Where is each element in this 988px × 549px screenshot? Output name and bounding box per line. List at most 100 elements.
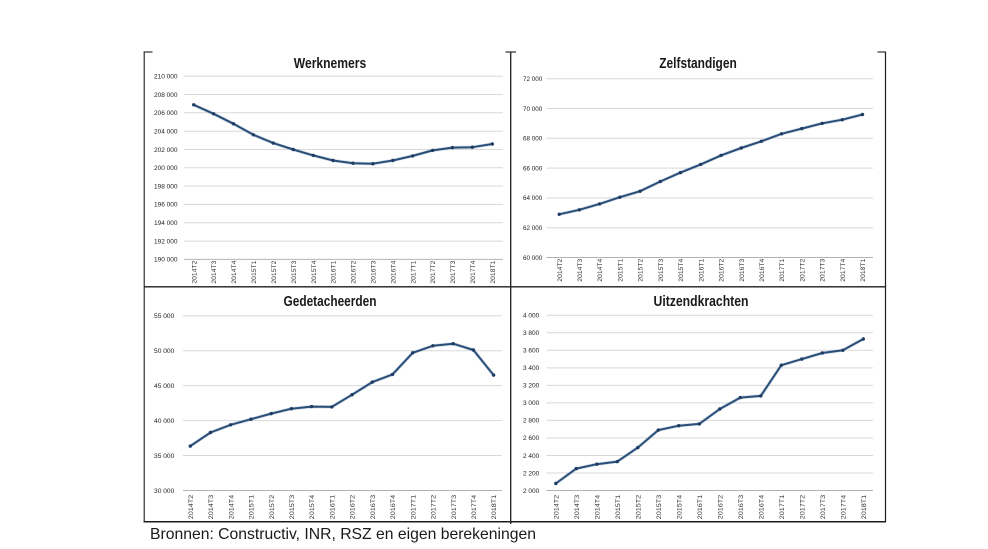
- svg-text:64 000: 64 000: [523, 195, 542, 202]
- svg-text:2016T4: 2016T4: [390, 260, 397, 283]
- svg-text:2017T2: 2017T2: [430, 260, 437, 283]
- svg-text:68 000: 68 000: [523, 136, 542, 143]
- svg-text:2014T3: 2014T3: [211, 260, 218, 283]
- svg-text:2015T4: 2015T4: [676, 494, 683, 519]
- svg-text:2015T3: 2015T3: [658, 258, 665, 281]
- svg-text:2015T2: 2015T2: [635, 494, 642, 519]
- svg-text:2018T1: 2018T1: [491, 494, 498, 519]
- svg-text:2014T3: 2014T3: [577, 258, 584, 281]
- svg-text:2016T4: 2016T4: [390, 494, 397, 519]
- svg-text:2017T3: 2017T3: [451, 494, 458, 519]
- svg-text:2017T3: 2017T3: [450, 260, 457, 283]
- svg-text:2014T2: 2014T2: [188, 494, 195, 519]
- svg-text:2016T1: 2016T1: [329, 494, 336, 519]
- svg-text:Bronnen: Constructiv, INR, RSZ: Bronnen: Constructiv, INR, RSZ en eigen …: [150, 526, 536, 543]
- svg-text:2016T3: 2016T3: [739, 258, 746, 281]
- svg-text:2015T4: 2015T4: [678, 258, 685, 281]
- svg-text:45 000: 45 000: [154, 383, 175, 390]
- svg-text:2014T3: 2014T3: [574, 494, 581, 519]
- svg-text:198 000: 198 000: [154, 183, 178, 190]
- svg-text:2017T4: 2017T4: [470, 260, 477, 283]
- svg-text:3 800: 3 800: [523, 330, 540, 337]
- svg-text:50 000: 50 000: [154, 348, 175, 355]
- svg-text:2017T4: 2017T4: [840, 258, 847, 281]
- svg-text:194 000: 194 000: [154, 220, 178, 227]
- svg-text:2015T3: 2015T3: [656, 494, 663, 519]
- svg-text:2014T2: 2014T2: [553, 494, 560, 519]
- svg-text:66 000: 66 000: [523, 165, 542, 172]
- svg-text:196 000: 196 000: [154, 202, 178, 209]
- svg-text:2014T4: 2014T4: [231, 260, 238, 283]
- svg-text:2015T1: 2015T1: [249, 494, 256, 519]
- svg-text:2015T4: 2015T4: [311, 260, 318, 283]
- svg-text:2016T1: 2016T1: [698, 258, 705, 281]
- svg-text:2017T2: 2017T2: [431, 494, 438, 519]
- svg-text:3 200: 3 200: [523, 383, 540, 390]
- svg-text:2017T1: 2017T1: [410, 494, 417, 519]
- svg-text:2015T3: 2015T3: [291, 260, 298, 283]
- svg-text:72 000: 72 000: [523, 76, 542, 83]
- svg-text:2016T3: 2016T3: [370, 494, 377, 519]
- svg-text:2018T1: 2018T1: [860, 258, 867, 281]
- svg-text:2017T4: 2017T4: [840, 494, 847, 519]
- svg-text:2017T4: 2017T4: [471, 494, 478, 519]
- svg-text:2015T3: 2015T3: [289, 494, 296, 519]
- svg-text:2016T1: 2016T1: [697, 494, 704, 519]
- svg-text:200 000: 200 000: [154, 165, 178, 172]
- svg-text:192 000: 192 000: [154, 238, 178, 245]
- svg-text:2 000: 2 000: [523, 488, 540, 495]
- svg-text:2014T2: 2014T2: [191, 260, 198, 283]
- svg-text:2016T1: 2016T1: [331, 260, 338, 283]
- svg-text:2016T2: 2016T2: [719, 258, 726, 281]
- svg-text:2014T3: 2014T3: [208, 494, 215, 519]
- svg-text:70 000: 70 000: [523, 106, 542, 113]
- svg-text:202 000: 202 000: [154, 147, 178, 154]
- svg-text:2016T3: 2016T3: [371, 260, 378, 283]
- svg-text:35 000: 35 000: [154, 453, 175, 460]
- svg-text:2017T1: 2017T1: [410, 260, 417, 283]
- svg-text:2014T4: 2014T4: [228, 494, 235, 519]
- svg-text:40 000: 40 000: [154, 418, 175, 425]
- svg-text:2016T2: 2016T2: [351, 260, 358, 283]
- svg-text:3 400: 3 400: [523, 365, 540, 372]
- svg-text:60 000: 60 000: [523, 255, 542, 262]
- svg-text:3 600: 3 600: [523, 348, 540, 355]
- svg-text:2017T3: 2017T3: [820, 258, 827, 281]
- svg-text:Zelfstandigen: Zelfstandigen: [659, 56, 737, 72]
- svg-text:2014T4: 2014T4: [597, 258, 604, 281]
- svg-text:2015T1: 2015T1: [251, 260, 258, 283]
- svg-text:2 600: 2 600: [523, 435, 540, 442]
- svg-text:2 400: 2 400: [523, 453, 540, 460]
- svg-text:2018T1: 2018T1: [861, 494, 868, 519]
- svg-text:Uitzendkrachten: Uitzendkrachten: [654, 294, 749, 310]
- svg-text:2017T2: 2017T2: [799, 258, 806, 281]
- svg-text:2014T2: 2014T2: [557, 258, 564, 281]
- svg-text:2014T4: 2014T4: [594, 494, 601, 519]
- svg-text:2016T4: 2016T4: [758, 494, 765, 519]
- svg-text:2015T2: 2015T2: [271, 260, 278, 283]
- svg-text:204 000: 204 000: [154, 129, 178, 136]
- svg-text:2015T1: 2015T1: [615, 494, 622, 519]
- svg-text:2017T3: 2017T3: [820, 494, 827, 519]
- svg-text:2016T4: 2016T4: [759, 258, 766, 281]
- svg-text:190 000: 190 000: [154, 257, 178, 264]
- svg-text:2017T1: 2017T1: [779, 258, 786, 281]
- svg-text:2015T4: 2015T4: [309, 494, 316, 519]
- svg-text:2015T1: 2015T1: [618, 258, 625, 281]
- svg-text:2016T2: 2016T2: [717, 494, 724, 519]
- svg-text:2015T2: 2015T2: [269, 494, 276, 519]
- svg-text:2016T3: 2016T3: [738, 494, 745, 519]
- svg-text:2015T2: 2015T2: [638, 258, 645, 281]
- svg-text:2016T2: 2016T2: [350, 494, 357, 519]
- svg-text:Gedetacheerden: Gedetacheerden: [284, 294, 377, 310]
- svg-text:30 000: 30 000: [154, 488, 175, 495]
- svg-text:210 000: 210 000: [154, 74, 178, 81]
- svg-text:4 000: 4 000: [523, 313, 540, 320]
- svg-text:206 000: 206 000: [154, 110, 178, 117]
- svg-text:2017T1: 2017T1: [779, 494, 786, 519]
- svg-text:2 800: 2 800: [523, 418, 540, 425]
- svg-text:Werknemers: Werknemers: [294, 56, 367, 72]
- svg-text:2 200: 2 200: [523, 470, 540, 477]
- svg-text:208 000: 208 000: [154, 92, 178, 99]
- svg-text:2017T2: 2017T2: [799, 494, 806, 519]
